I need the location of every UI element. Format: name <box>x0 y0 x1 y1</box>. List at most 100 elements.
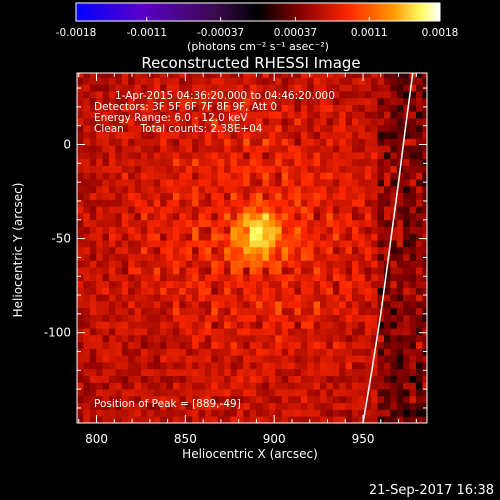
heatmap-cell <box>172 348 180 356</box>
heatmap-cell <box>243 199 251 207</box>
heatmap-cell <box>377 219 385 227</box>
heatmap-cell <box>77 355 84 363</box>
heatmap-cell <box>179 253 187 261</box>
heatmap-cell <box>422 118 427 126</box>
heatmap-cell <box>377 348 385 356</box>
heatmap-cell <box>288 111 295 119</box>
heatmap-cell <box>77 280 84 288</box>
heatmap-cell <box>153 301 161 309</box>
heatmap-cell <box>243 416 251 423</box>
heatmap-cell <box>89 199 97 207</box>
heatmap-cell <box>172 341 180 349</box>
heatmap-cell <box>332 334 340 343</box>
heatmap-cell <box>211 179 219 187</box>
heatmap-cell <box>371 287 379 295</box>
heatmap-cell <box>192 179 199 187</box>
heatmap-cell <box>160 84 167 92</box>
heatmap-cell <box>89 402 97 410</box>
heatmap-cell <box>339 118 347 126</box>
heatmap-cell <box>275 253 283 261</box>
heatmap-cell <box>371 124 379 133</box>
heatmap-cell <box>409 287 417 295</box>
heatmap-cell <box>153 280 161 288</box>
heatmap-cell <box>396 287 404 295</box>
heatmap-cell <box>172 124 180 133</box>
heatmap-cell <box>403 334 410 343</box>
heatmap-cell <box>160 334 167 343</box>
heatmap-cell <box>185 240 193 248</box>
heatmap-cell <box>262 260 270 268</box>
heatmap-cell <box>390 307 398 316</box>
heatmap-cell <box>403 267 410 275</box>
heatmap-cell <box>339 341 347 349</box>
heatmap-cell <box>345 145 353 153</box>
heatmap-cell <box>224 273 231 282</box>
heatmap-cell <box>403 104 410 112</box>
heatmap-cell <box>358 301 366 309</box>
heatmap-cell <box>236 287 244 295</box>
heatmap-cell <box>172 409 180 417</box>
heatmap-cell <box>102 213 110 221</box>
heatmap-cell <box>96 131 103 139</box>
heatmap-cell <box>243 213 251 221</box>
heatmap-cell <box>160 158 167 166</box>
heatmap-cell <box>307 314 315 322</box>
heatmap-cell <box>326 219 334 227</box>
heatmap-cell <box>256 260 263 268</box>
heatmap-cell <box>147 91 155 99</box>
heatmap-cell <box>377 382 385 390</box>
heatmap-cell <box>217 253 225 261</box>
colorbar-tick-label: -0.0018 <box>56 27 97 39</box>
heatmap-cell <box>339 172 347 180</box>
heatmap-cell <box>371 118 379 126</box>
heatmap-cell <box>313 124 321 133</box>
heatmap-cell <box>352 131 359 139</box>
heatmap-cell <box>172 368 180 376</box>
heatmap-cell <box>275 179 283 187</box>
heatmap-cell <box>326 179 334 187</box>
heatmap-cell <box>332 145 340 153</box>
heatmap-cell <box>307 301 315 309</box>
heatmap-cell <box>128 185 135 194</box>
heatmap-cell <box>390 341 398 349</box>
heatmap-cell <box>332 267 340 275</box>
heatmap-cell <box>249 328 257 336</box>
heatmap-cell <box>415 273 423 282</box>
heatmap-cell <box>345 301 353 309</box>
heatmap-cell <box>83 416 91 423</box>
heatmap-cell <box>358 240 366 248</box>
heatmap-cell <box>313 409 321 417</box>
heatmap-cell <box>108 334 116 343</box>
heatmap-cell <box>307 226 315 234</box>
heatmap-cell <box>339 307 347 316</box>
heatmap-cell <box>192 395 199 404</box>
heatmap-cell <box>192 73 199 78</box>
heatmap-cell <box>268 389 276 397</box>
heatmap-cell <box>294 321 302 329</box>
heatmap-cell <box>275 138 283 146</box>
heatmap-cell <box>409 334 417 343</box>
heatmap-cell <box>77 307 84 316</box>
heatmap-cell <box>345 334 353 343</box>
heatmap-cell <box>153 145 161 153</box>
heatmap-cell <box>320 219 327 227</box>
heatmap-cell <box>172 301 180 309</box>
heatmap-cell <box>134 389 142 397</box>
heatmap-cell <box>108 402 116 410</box>
heatmap-cell <box>115 395 123 404</box>
heatmap-cell <box>409 77 417 85</box>
heatmap-cell <box>128 355 135 363</box>
heatmap-cell <box>409 240 417 248</box>
heatmap-cell <box>179 287 187 295</box>
heatmap-cell <box>140 111 148 119</box>
heatmap-cell <box>179 219 187 227</box>
heatmap-cell <box>326 409 334 417</box>
heatmap-cell <box>345 84 353 92</box>
heatmap-cell <box>422 409 427 417</box>
heatmap-cell <box>108 355 116 363</box>
heatmap-cell <box>140 287 148 295</box>
heatmap-cell <box>288 287 295 295</box>
heatmap-cell <box>224 77 231 85</box>
heatmap-cell <box>211 321 219 329</box>
heatmap-cell <box>320 348 327 356</box>
